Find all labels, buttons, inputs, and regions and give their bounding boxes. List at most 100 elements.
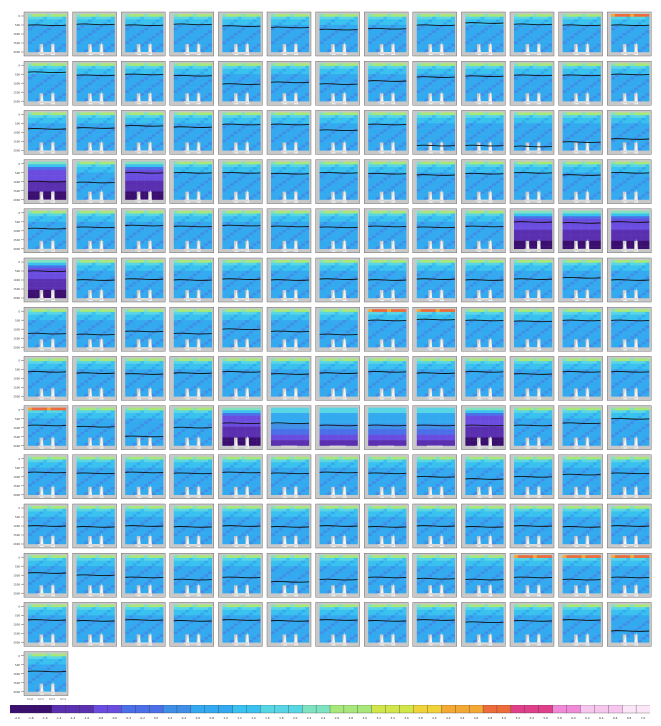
heatmap-cell bbox=[43, 30, 47, 33]
heatmap-cell bbox=[481, 49, 485, 52]
y-tick-label: 2000 bbox=[13, 296, 20, 300]
heatmap-cell bbox=[469, 25, 473, 28]
heatmap-cell bbox=[80, 33, 84, 36]
heatmap-cell bbox=[84, 17, 88, 20]
heatmap-cell bbox=[597, 28, 601, 31]
heatmap-cell bbox=[271, 14, 275, 17]
y-tick-label: 1000 bbox=[13, 426, 20, 430]
heatmap-cell bbox=[597, 17, 601, 20]
heatmap-cell bbox=[140, 28, 144, 31]
heatmap-cell bbox=[320, 49, 324, 52]
heatmap-cell bbox=[544, 17, 548, 20]
heatmap-cell bbox=[548, 25, 552, 28]
heatmap-cell bbox=[380, 36, 384, 39]
heatmap-cell bbox=[525, 41, 529, 44]
heatmap-cell bbox=[58, 41, 62, 44]
heatmap-cell bbox=[320, 41, 324, 44]
heatmap-cell bbox=[80, 30, 84, 33]
heatmap-cell bbox=[593, 14, 597, 17]
heatmap-cell bbox=[200, 28, 204, 31]
heatmap-cell bbox=[253, 33, 257, 36]
heatmap-cell bbox=[238, 14, 242, 17]
heatmap-cell bbox=[103, 47, 107, 50]
heatmap-cell bbox=[156, 38, 160, 41]
heatmap-cell bbox=[465, 28, 469, 31]
heatmap-cell bbox=[320, 44, 324, 47]
row-axis: 0500100015002000 bbox=[13, 506, 24, 546]
heatmap-cell bbox=[275, 41, 279, 44]
heatmap-cell bbox=[514, 14, 518, 17]
heatmap-cell bbox=[496, 44, 500, 47]
heatmap-cell bbox=[133, 17, 137, 20]
heatmap-cell bbox=[92, 28, 96, 31]
heatmap-cell bbox=[88, 19, 92, 22]
heatmap-cell bbox=[245, 38, 249, 41]
heatmap-cell bbox=[230, 33, 234, 36]
heatmap-cell bbox=[350, 19, 354, 22]
heatmap-cell bbox=[77, 38, 81, 41]
heatmap-cell bbox=[354, 41, 358, 44]
heatmap-cell bbox=[372, 47, 376, 50]
heatmap-cell bbox=[376, 49, 380, 52]
heatmap-cell bbox=[541, 25, 545, 28]
heatmap-cell bbox=[92, 44, 96, 47]
heatmap-cell bbox=[383, 25, 387, 28]
heatmap-cell bbox=[380, 25, 384, 28]
heatmap-cell bbox=[529, 41, 533, 44]
heatmap-cell bbox=[290, 14, 294, 17]
heatmap-cell bbox=[469, 30, 473, 33]
heatmap-cell bbox=[279, 14, 283, 17]
heatmap-cell bbox=[222, 22, 226, 25]
heatmap-cell bbox=[152, 33, 156, 36]
heatmap-cell bbox=[111, 47, 115, 50]
heatmap-cell bbox=[354, 19, 358, 22]
heatmap-cell bbox=[492, 25, 496, 28]
heatmap-cell bbox=[500, 25, 504, 28]
heatmap-cell bbox=[298, 19, 302, 22]
heatmap-cell bbox=[174, 41, 178, 44]
heatmap-cell bbox=[533, 41, 537, 44]
heatmap-cell bbox=[582, 22, 586, 25]
heatmap-cell bbox=[563, 47, 567, 50]
y-tick-label: 0 bbox=[18, 113, 20, 117]
heatmap-cell bbox=[421, 41, 425, 44]
heatmap-cell bbox=[181, 49, 185, 52]
y-tick-label: 2000 bbox=[13, 493, 20, 497]
heatmap-cell bbox=[548, 49, 552, 52]
heatmap-cell bbox=[436, 22, 440, 25]
heatmap-cell bbox=[574, 19, 578, 22]
heatmap-cell bbox=[492, 30, 496, 33]
heatmap-cell bbox=[335, 17, 339, 20]
heatmap-cell bbox=[148, 22, 152, 25]
heatmap-cell bbox=[80, 14, 84, 17]
heatmap-cell bbox=[257, 28, 261, 31]
heatmap-cell bbox=[77, 17, 81, 20]
heatmap-cell bbox=[320, 14, 324, 17]
heatmap-cell bbox=[428, 30, 432, 33]
heatmap-cell bbox=[185, 17, 189, 20]
heatmap-cell bbox=[514, 36, 518, 39]
heatmap-cell bbox=[234, 22, 238, 25]
heatmap-cell bbox=[305, 38, 309, 41]
heatmap-cell bbox=[484, 19, 488, 22]
heatmap-cell bbox=[181, 41, 185, 44]
heatmap-cell bbox=[148, 36, 152, 39]
heatmap-cell bbox=[197, 14, 201, 17]
y-tick-label: 1000 bbox=[13, 377, 20, 381]
heatmap-cell bbox=[578, 33, 582, 36]
heatmap-cell bbox=[424, 47, 428, 50]
heatmap-cell bbox=[421, 28, 425, 31]
y-tick-label: 0 bbox=[18, 457, 20, 461]
heatmap-cell bbox=[331, 30, 335, 33]
heatmap-cell bbox=[399, 38, 403, 41]
heatmap-cell bbox=[496, 38, 500, 41]
heatmap-cell bbox=[92, 30, 96, 33]
y-tick-label: 2000 bbox=[13, 641, 20, 645]
heatmap-cell bbox=[181, 36, 185, 39]
heatmap-cell bbox=[529, 28, 533, 31]
heatmap-cell bbox=[152, 28, 156, 31]
heatmap-cell bbox=[342, 22, 346, 25]
heatmap-cell bbox=[529, 17, 533, 20]
heatmap-cell bbox=[611, 28, 615, 31]
heatmap-cell bbox=[395, 44, 399, 47]
